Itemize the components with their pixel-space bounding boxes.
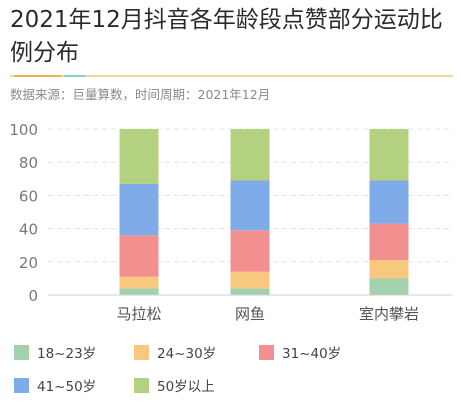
legend-label: 18~23岁 xyxy=(37,346,97,362)
x-tick-label: 马拉松 xyxy=(116,305,161,323)
bar-segment xyxy=(119,129,159,184)
title-underline xyxy=(10,75,453,77)
bar-segment xyxy=(230,230,270,272)
bar-segment xyxy=(119,235,159,277)
x-tick-label: 网鱼 xyxy=(235,305,265,323)
bar-segment xyxy=(369,223,409,261)
bar-segment xyxy=(369,278,409,295)
bar-segment xyxy=(230,271,270,289)
legend-label: 31~40岁 xyxy=(282,346,342,362)
legend-label: 50岁以上 xyxy=(157,379,215,395)
bar-segment xyxy=(230,180,270,231)
y-tick-label: 40 xyxy=(19,221,38,239)
legend: 18~23岁 24~30岁 31~40岁 41~50岁 50岁以上 xyxy=(14,340,454,410)
bar-segment xyxy=(119,276,159,289)
x-axis: 马拉松 网鱼 室内攀岩 xyxy=(48,294,452,323)
legend-item[interactable]: 24~30岁 xyxy=(134,342,216,362)
title-underline-accent-2 xyxy=(64,75,86,77)
legend-label: 24~30岁 xyxy=(157,346,217,362)
bar-segment xyxy=(369,129,409,181)
stacked-bar-chart: 0 20 40 60 80 100 马拉松 网鱼 室内攀岩 xyxy=(9,121,452,323)
y-tick-label: 100 xyxy=(9,121,38,139)
chart-title: 2021年12月抖音各年龄段点赞部分运动比例分布 xyxy=(10,7,443,66)
y-tick-label: 0 xyxy=(28,287,38,305)
bar-segment xyxy=(230,288,270,295)
bar-segment xyxy=(119,183,159,236)
bar-segment xyxy=(119,288,159,295)
legend-item[interactable]: 18~23岁 xyxy=(14,342,96,362)
title-underline-accent xyxy=(14,75,62,77)
bars xyxy=(119,129,409,295)
legend-label: 41~50岁 xyxy=(37,379,97,395)
legend-swatch xyxy=(14,377,29,393)
y-tick-label: 20 xyxy=(19,254,38,272)
y-tick-label: 60 xyxy=(19,187,38,205)
legend-swatch xyxy=(259,344,274,360)
x-tick-label: 室内攀岩 xyxy=(359,305,419,323)
bar-segment xyxy=(369,260,409,279)
legend-item[interactable]: 50岁以上 xyxy=(134,375,215,395)
legend-swatch xyxy=(134,344,149,360)
legend-item[interactable]: 41~50岁 xyxy=(14,375,96,395)
y-axis: 0 20 40 60 80 100 xyxy=(9,121,38,305)
y-tick-label: 80 xyxy=(19,154,38,172)
bar-segment xyxy=(369,180,409,224)
bar-segment xyxy=(230,129,270,181)
legend-swatch xyxy=(134,377,149,393)
legend-item[interactable]: 31~40岁 xyxy=(259,342,341,362)
legend-swatch xyxy=(14,344,29,360)
chart-subtitle: 数据来源：巨量算数，时间周期：2021年12月 xyxy=(10,87,271,102)
